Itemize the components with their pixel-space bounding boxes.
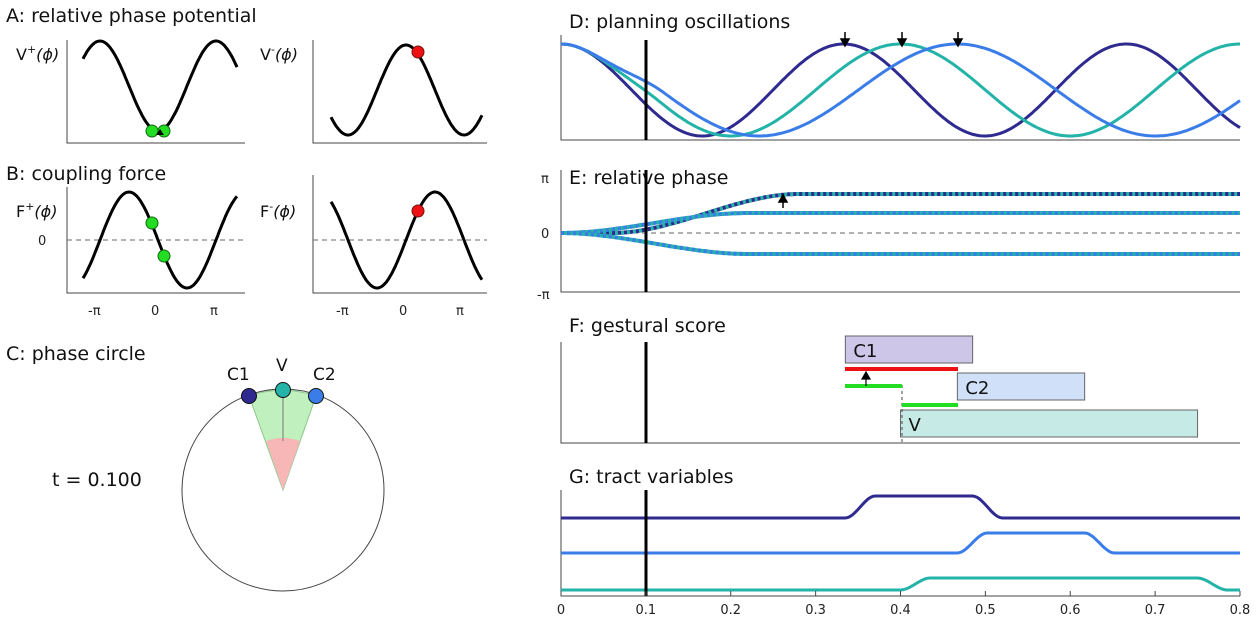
panel-f-title: F: gestural score: [569, 315, 726, 337]
panel-d-title: D: planning oscillations: [569, 11, 790, 33]
panel-a-left-axes: [66, 40, 245, 144]
panel-e-ytick-zero: 0: [541, 227, 549, 242]
x-tick-label: 0.1: [636, 603, 657, 618]
gesture-label-c1: C1: [853, 341, 877, 362]
panel-b-left-green-dot-1: [145, 216, 159, 230]
x-tick-label: 0.6: [1060, 603, 1081, 618]
c2-marker-label: C2: [313, 365, 336, 385]
panel-g-x-ticks: 0 0.1 0.2 0.3 0.4 0.5 0.6 0.7 0.8: [557, 591, 1250, 618]
panel-a-right-axes: [312, 40, 487, 144]
panel-b-right-red-dot: [411, 204, 425, 218]
panel-a-right-ylabel: V-(ϕ): [260, 43, 298, 64]
x-tick-label: 0.3: [805, 603, 826, 618]
panel-g: G: tract variables 0 0.1 0.2 0.3 0.4 0.5 0.6 0.…: [557, 466, 1250, 618]
panel-a-right-potential-curve: [329, 43, 484, 137]
gesture-label-c2: C2: [965, 378, 989, 399]
panel-e-title: E: relative phase: [569, 167, 729, 189]
c1-c2-relative-phase-dash: [561, 231, 1240, 256]
time-label: t = 0.100: [52, 469, 142, 491]
panel-b-left-xtick-3: π: [210, 304, 218, 319]
panel-a-left-ylabel: V+(ϕ): [16, 43, 59, 64]
panel-f-gestures: C1 C2 V: [844, 335, 1199, 438]
panel-b-right-ylabel: F-(ϕ): [260, 200, 296, 221]
panel-a-left-potential-curve: [81, 39, 239, 133]
panel-b-left-force-curve: [81, 190, 239, 290]
v-marker-label: V: [276, 356, 288, 376]
panel-a-right-red-dot: [411, 45, 425, 59]
panel-b-right-force-curve: [329, 190, 484, 290]
c1-peak-arrow-icon: [839, 32, 851, 48]
panel-b-right-xtick-2: 0: [399, 304, 407, 319]
panel-c-title: C: phase circle: [6, 343, 146, 365]
panel-c: C: phase circle t = 0.100 C1 V C2: [6, 343, 385, 592]
panel-g-series: [561, 494, 1240, 592]
panel-d: D: planning oscillations: [560, 11, 1241, 141]
x-tick-label: 0.8: [1230, 603, 1251, 618]
x-tick-label: 0.4: [890, 603, 911, 618]
panel-a-title: A: relative phase potential: [6, 5, 257, 27]
gesture-label-v: V: [909, 415, 922, 436]
panel-f-up-arrow-icon: [860, 370, 872, 386]
v-c2-relative-phase-dash: [561, 211, 1240, 235]
c1-oscillation-line: [560, 42, 1241, 138]
panel-b: B: coupling force F+(ϕ) 0 -π 0 π F-(ϕ) -…: [6, 163, 487, 319]
c2-tract-variable-line: [561, 531, 1240, 555]
panel-b-left-ylabel: F+(ϕ): [16, 200, 57, 221]
c1-marker-label: C1: [227, 365, 250, 385]
panel-b-left-axes: [66, 187, 245, 294]
panel-d-peak-arrows: [839, 32, 964, 48]
panel-a-arrow-icon: [156, 129, 164, 135]
gesture-box-c2: [956, 372, 1086, 401]
gesture-box-c1: [844, 335, 974, 364]
panel-d-axes: [560, 35, 1240, 141]
panel-f: F: gestural score C1 C2 V: [560, 315, 1240, 444]
panel-e-ytick-neg-pi: -π: [537, 288, 550, 303]
panel-b-left-xtick-2: 0: [151, 304, 159, 319]
panel-b-right-xtick-3: π: [456, 304, 464, 319]
panel-d-series: [560, 42, 1241, 138]
phase-sector-red: [266, 438, 300, 490]
c2-peak-arrow-icon: [952, 32, 964, 48]
c1-phase-marker: [241, 388, 257, 404]
panel-b-left-xtick-1: -π: [88, 304, 101, 319]
panel-g-title: G: tract variables: [569, 466, 734, 488]
panel-e: E: relative phase π 0 -π: [537, 167, 1240, 303]
x-tick-label: 0.7: [1145, 603, 1166, 618]
panel-a-left-green-dot-1: [145, 124, 159, 138]
c2-phase-marker: [308, 388, 324, 404]
panel-a: A: relative phase potential V+(ϕ) V-(ϕ): [6, 5, 487, 144]
panel-b-title: B: coupling force: [6, 163, 166, 185]
panel-e-up-arrow-icon: [777, 193, 789, 208]
x-tick-label: 0.5: [975, 603, 996, 618]
v-oscillation-line: [560, 42, 1240, 138]
c2-oscillation-line: [560, 42, 1241, 138]
panel-g-axes: [560, 490, 1240, 597]
panel-b-left-green-dot-2: [157, 249, 171, 263]
panel-e-ytick-pi: π: [541, 172, 549, 187]
v-phase-marker: [275, 382, 291, 398]
panel-b-right-xtick-1: -π: [336, 304, 349, 319]
panel-b-right-axes: [312, 175, 487, 294]
c1-v-relative-phase-dash: [561, 192, 1240, 235]
c1-tract-variable-line: [561, 494, 1240, 520]
x-tick-label: 0.2: [720, 603, 741, 618]
panel-e-axes: [560, 170, 1240, 293]
panel-e-series: [561, 192, 1240, 256]
panel-b-zero-label: 0: [38, 234, 46, 249]
x-tick-label: 0: [557, 603, 565, 618]
panel-f-axes: [560, 342, 1240, 444]
gesture-box-v: [900, 409, 1199, 438]
v-peak-arrow-icon: [896, 32, 908, 48]
v-tract-variable-line: [561, 576, 1240, 592]
